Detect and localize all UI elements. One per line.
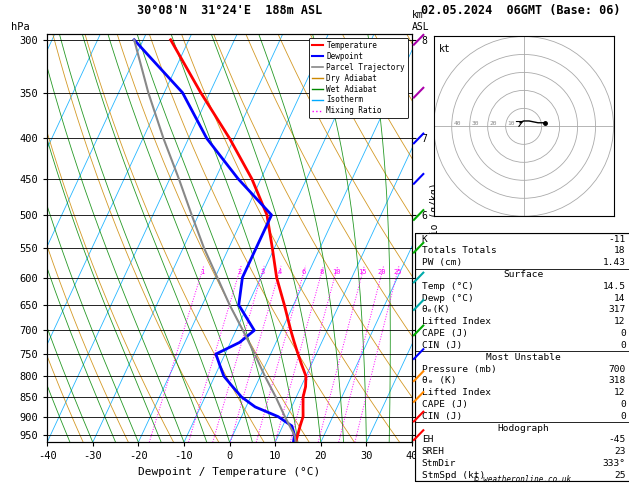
- Text: 0: 0: [620, 412, 626, 421]
- Text: 1.43: 1.43: [603, 258, 626, 267]
- X-axis label: Dewpoint / Temperature (°C): Dewpoint / Temperature (°C): [138, 467, 321, 477]
- Text: 10: 10: [508, 121, 515, 125]
- Text: © weatheronline.co.uk: © weatheronline.co.uk: [474, 474, 571, 484]
- Text: Lifted Index: Lifted Index: [421, 317, 491, 326]
- Text: CIN (J): CIN (J): [421, 341, 462, 350]
- Legend: Temperature, Dewpoint, Parcel Trajectory, Dry Adiabat, Wet Adiabat, Isotherm, Mi: Temperature, Dewpoint, Parcel Trajectory…: [309, 38, 408, 119]
- Text: θₑ (K): θₑ (K): [421, 376, 456, 385]
- Text: Totals Totals: Totals Totals: [421, 246, 496, 256]
- Y-axis label: Mixing Ratio (g/kg): Mixing Ratio (g/kg): [430, 182, 440, 294]
- Text: Surface: Surface: [504, 270, 543, 279]
- Text: 14: 14: [614, 294, 626, 303]
- Text: Most Unstable: Most Unstable: [486, 353, 561, 362]
- Text: 25: 25: [393, 269, 402, 275]
- Text: 0: 0: [620, 400, 626, 409]
- Text: 1: 1: [200, 269, 204, 275]
- Text: CAPE (J): CAPE (J): [421, 400, 467, 409]
- Text: 30: 30: [472, 121, 479, 125]
- Text: 25: 25: [614, 471, 626, 480]
- Text: 18: 18: [614, 246, 626, 256]
- Text: Hodograph: Hodograph: [498, 423, 550, 433]
- Text: -11: -11: [608, 235, 626, 243]
- Text: 20: 20: [378, 269, 386, 275]
- Text: hPa: hPa: [11, 22, 30, 32]
- Text: 333°: 333°: [603, 459, 626, 468]
- Text: 317: 317: [608, 306, 626, 314]
- Text: 20: 20: [489, 121, 497, 125]
- Text: 30°08'N  31°24'E  188m ASL: 30°08'N 31°24'E 188m ASL: [137, 4, 322, 17]
- Text: 10: 10: [332, 269, 340, 275]
- Text: 12: 12: [614, 388, 626, 397]
- Text: 02.05.2024  06GMT (Base: 06): 02.05.2024 06GMT (Base: 06): [421, 4, 620, 17]
- Text: SREH: SREH: [421, 447, 445, 456]
- Text: -45: -45: [608, 435, 626, 444]
- Text: Lifted Index: Lifted Index: [421, 388, 491, 397]
- Text: CAPE (J): CAPE (J): [421, 329, 467, 338]
- Text: 0: 0: [620, 329, 626, 338]
- Text: 23: 23: [614, 447, 626, 456]
- Text: 6: 6: [302, 269, 306, 275]
- Text: 40: 40: [454, 121, 461, 125]
- Text: EH: EH: [421, 435, 433, 444]
- Text: 3: 3: [260, 269, 265, 275]
- Text: Dewp (°C): Dewp (°C): [421, 294, 474, 303]
- Text: PW (cm): PW (cm): [421, 258, 462, 267]
- Text: Temp (°C): Temp (°C): [421, 282, 474, 291]
- Text: 0: 0: [620, 341, 626, 350]
- Text: 14.5: 14.5: [603, 282, 626, 291]
- Text: 2: 2: [237, 269, 242, 275]
- Text: StmDir: StmDir: [421, 459, 456, 468]
- Text: LCL: LCL: [420, 438, 435, 447]
- Text: 12: 12: [614, 317, 626, 326]
- Text: 8: 8: [320, 269, 324, 275]
- Text: CIN (J): CIN (J): [421, 412, 462, 421]
- Text: kt: kt: [439, 44, 451, 53]
- Text: km
ASL: km ASL: [412, 10, 430, 32]
- Text: 4: 4: [277, 269, 281, 275]
- Text: 15: 15: [359, 269, 367, 275]
- Text: Pressure (mb): Pressure (mb): [421, 364, 496, 374]
- Text: 700: 700: [608, 364, 626, 374]
- Text: StmSpd (kt): StmSpd (kt): [421, 471, 485, 480]
- Text: θₑ(K): θₑ(K): [421, 306, 450, 314]
- Text: K: K: [421, 235, 427, 243]
- Text: 318: 318: [608, 376, 626, 385]
